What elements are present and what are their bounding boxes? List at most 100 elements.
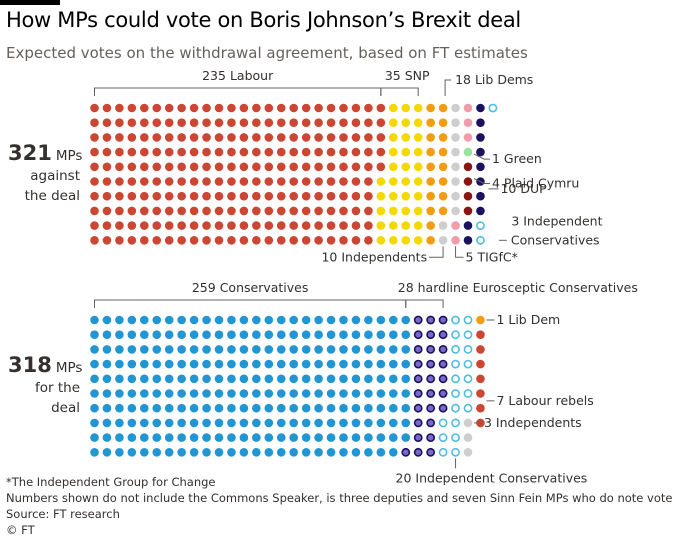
dot-for-conservatives [214, 433, 224, 442]
dot-against-dup [476, 118, 485, 127]
dot-for-conservatives [102, 418, 112, 428]
dot-against-labour [314, 206, 323, 216]
dot-against-labour [140, 162, 149, 172]
dot-against-snp [413, 147, 423, 157]
dot-for-conservatives [164, 345, 174, 354]
dot-for-conservatives [376, 315, 386, 325]
dot-against-labour [140, 118, 149, 127]
dot-for-conservatives [202, 359, 211, 369]
dot-against-snp [376, 191, 386, 201]
dot-for-conservatives [364, 418, 373, 428]
dot-against-labour [214, 191, 224, 201]
dot-against-labour [127, 103, 137, 113]
dot-against-labour [189, 133, 199, 142]
leader-libdems [444, 79, 452, 96]
dot-for-conservatives [314, 389, 323, 398]
dot-for-conservatives [289, 315, 299, 325]
dot-for-conservatives [115, 403, 124, 413]
dot-against-labour [351, 221, 361, 230]
dot-against-lib_dem [438, 191, 448, 201]
dot-against-labour [351, 103, 361, 113]
dot-against-labour [177, 236, 186, 245]
dot-for-conservatives [401, 345, 411, 354]
dot-for-conservatives [339, 330, 348, 340]
dot-for-conservatives [401, 374, 411, 384]
dot-against-snp [401, 221, 411, 230]
dot-for-conservatives [301, 418, 311, 428]
dot-for-conservatives [376, 433, 386, 442]
dot-for-conservatives [252, 345, 261, 354]
dot-for-conservatives [102, 374, 112, 384]
dot-for-conservatives [389, 389, 398, 398]
dot-for-conservatives [289, 418, 299, 428]
dot-against-labour [189, 206, 199, 216]
dot-against-labour [301, 221, 311, 230]
dot-against-labour [276, 133, 286, 142]
dot-against-labour [239, 133, 249, 142]
dot-against-lib_dem [426, 221, 435, 230]
dot-for-conservatives [239, 330, 249, 340]
dot-for-conservatives [252, 315, 261, 325]
dot-for-conservatives [90, 345, 99, 354]
dot-against-labour [102, 118, 112, 127]
dot-against-labour [301, 206, 311, 216]
dot-against-labour [301, 103, 311, 113]
dot-against-labour [252, 206, 261, 216]
dot-for-conservatives [152, 330, 162, 340]
dot-against-labour [102, 162, 112, 172]
dot-against-labour [326, 147, 336, 157]
dot-against-labour [115, 118, 124, 127]
dot-for-ind_con [463, 315, 473, 325]
dot-against-labour [289, 177, 299, 186]
dot-against-independents [451, 133, 460, 142]
dot-against-snp [389, 177, 398, 186]
dot-against-labour [202, 191, 211, 201]
dot-against-labour [189, 221, 199, 230]
dot-for-conservatives [339, 359, 348, 369]
dot-against-snp [413, 221, 423, 230]
dot-for-conservatives [339, 403, 348, 413]
dot-for-conservatives [314, 330, 323, 340]
dot-for-conservatives [140, 330, 149, 340]
dot-for-conservatives [177, 389, 186, 398]
dot-for-conservatives [140, 374, 149, 384]
dot-for-conservatives [326, 389, 336, 398]
dot-for-conservatives [252, 448, 261, 457]
dot-for-conservatives [276, 330, 286, 340]
dot-against-labour [115, 103, 124, 113]
dot-for-conservatives [289, 448, 299, 457]
dot-for-conservatives [301, 315, 311, 325]
dot-for-conservatives [401, 403, 411, 413]
leader-plaid [473, 178, 490, 184]
dot-against-dup [476, 206, 485, 216]
dot-for-conservatives [276, 403, 286, 413]
dot-against-labour [227, 221, 236, 230]
dot-for-conservatives [140, 418, 149, 428]
dot-against-snp [401, 133, 411, 142]
dot-against-labour [264, 118, 274, 127]
dot-for-conservatives [202, 403, 211, 413]
dot-for-conservatives [202, 374, 211, 384]
dot-for-conservatives [364, 374, 373, 384]
dot-against-labour [90, 103, 99, 113]
dot-for-conservatives [376, 359, 386, 369]
dot-against-labour [127, 177, 137, 186]
dot-against-lib_dem [426, 118, 435, 127]
dot-against-labour [301, 177, 311, 186]
total-caption-against: against [30, 168, 80, 184]
dot-against-labour [252, 221, 261, 230]
dot-for-conservatives [351, 448, 361, 457]
dot-for-hardline [438, 315, 448, 325]
dot-for-ind_con [463, 359, 473, 369]
dot-for-conservatives [264, 359, 274, 369]
dot-for-conservatives [102, 330, 112, 340]
dot-against-plaid [463, 206, 473, 216]
dot-against-labour [140, 133, 149, 142]
dot-for-conservatives [376, 374, 386, 384]
dot-against-labour [264, 133, 274, 142]
dot-for-conservatives [339, 374, 348, 384]
dot-for-conservatives [389, 359, 398, 369]
dot-for-conservatives [90, 448, 99, 457]
dot-against-dup [463, 221, 473, 230]
dot-for-conservatives [202, 418, 211, 428]
